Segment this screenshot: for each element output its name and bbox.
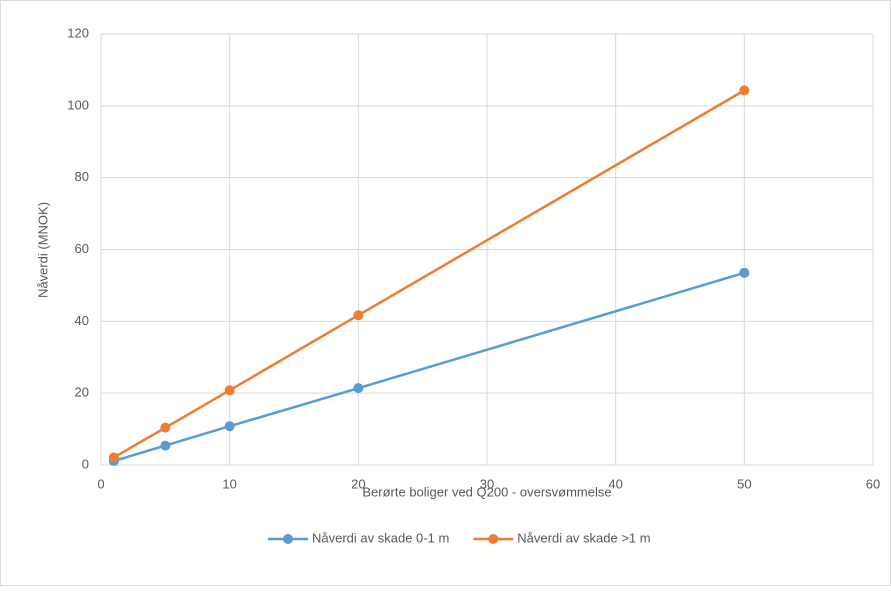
data-point: [224, 421, 235, 432]
legend-marker: [488, 534, 499, 544]
y-tick-label: 60: [75, 241, 89, 256]
x-tick-label: 50: [737, 476, 751, 491]
y-tick-label: 0: [82, 456, 89, 471]
x-tick-label: 60: [866, 476, 880, 491]
x-tick-label: 10: [222, 476, 236, 491]
y-tick-label: 100: [67, 97, 89, 112]
data-point: [739, 85, 750, 96]
y-axis-label: Nåverdi (MNOK): [35, 202, 50, 298]
y-tick-label: 20: [75, 385, 89, 400]
data-point: [353, 383, 364, 394]
x-tick-label: 20: [351, 476, 365, 491]
x-tick-label: 40: [608, 476, 622, 491]
y-tick-label: 80: [75, 169, 89, 184]
data-point: [160, 422, 171, 433]
legend-marker: [283, 534, 293, 544]
y-tick-label: 120: [67, 25, 89, 40]
y-tick-label: 40: [75, 313, 89, 328]
legend-label: Nåverdi av skade 0-1 m: [312, 530, 449, 545]
data-point: [224, 385, 235, 396]
data-point: [108, 452, 119, 463]
data-point: [353, 310, 364, 321]
x-axis-label: Berørte boliger ved Q200 - oversvømmelse: [362, 484, 611, 499]
x-tick-label: 30: [480, 476, 494, 491]
legend-label: Nåverdi av skade >1 m: [517, 530, 650, 545]
data-point: [160, 440, 171, 451]
data-point: [739, 267, 750, 278]
x-tick-label: 0: [97, 476, 104, 491]
